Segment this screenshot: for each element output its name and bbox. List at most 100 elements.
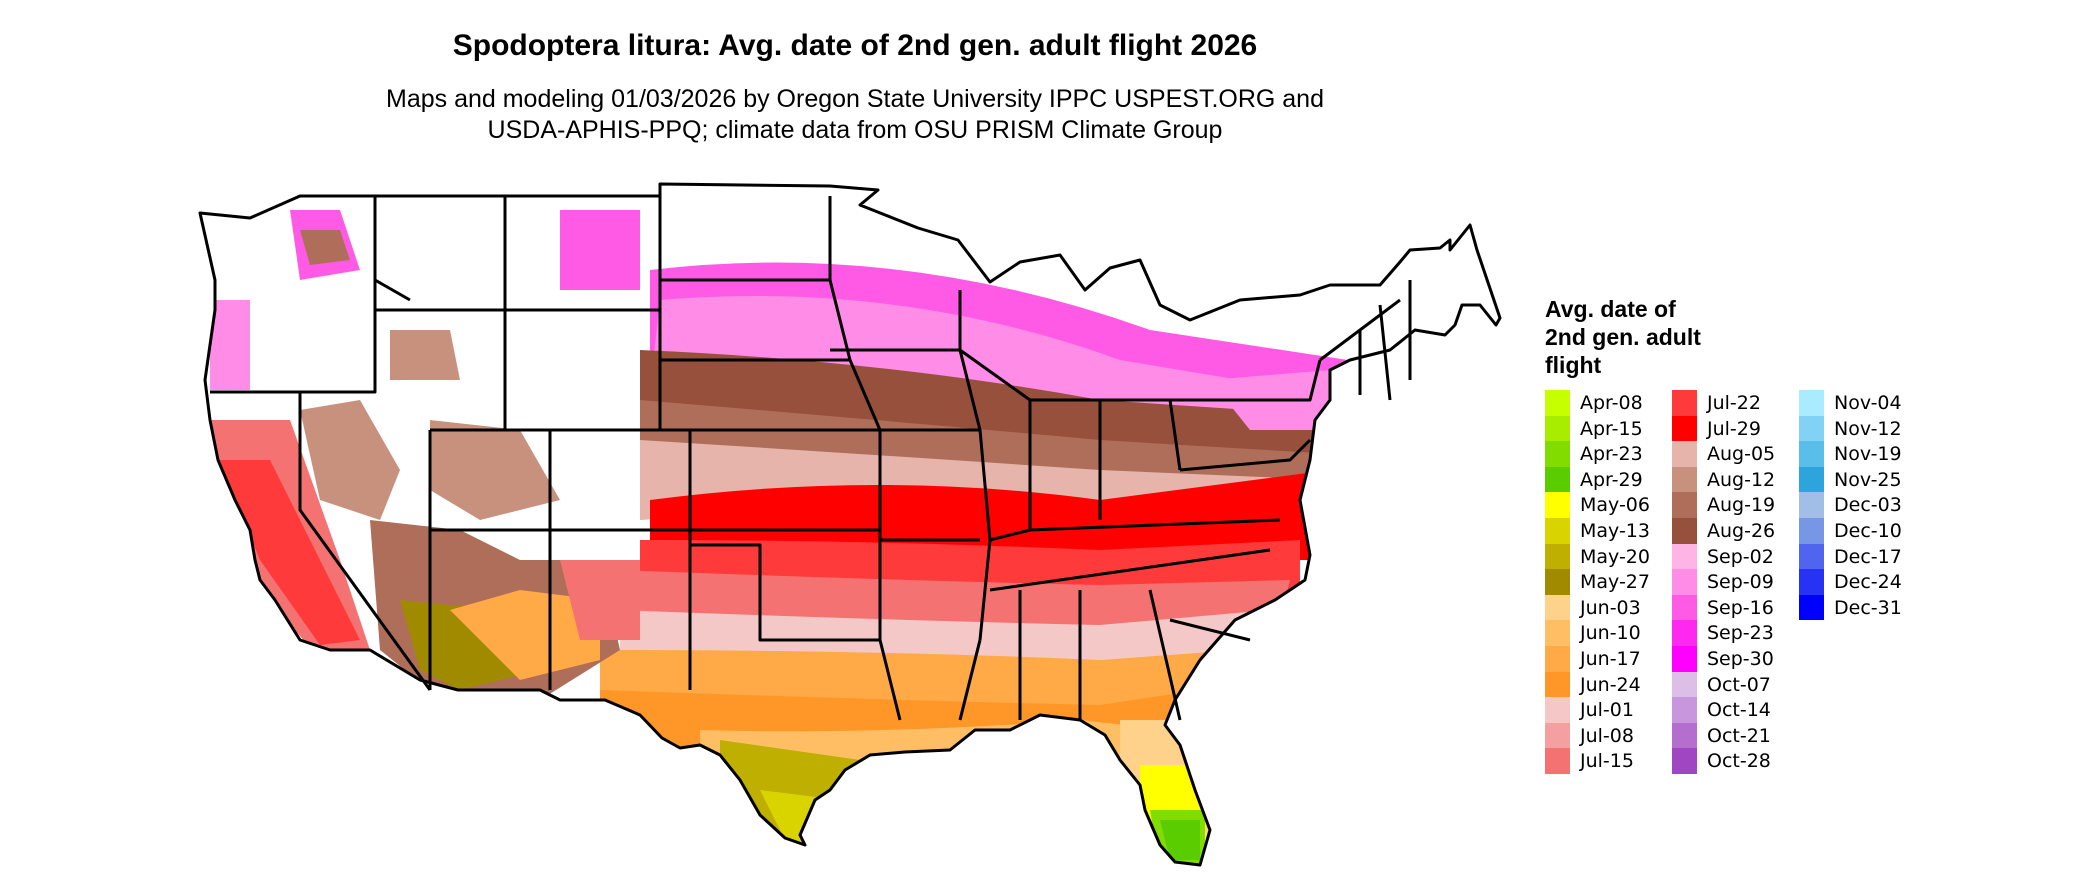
legend-swatch [1545,697,1570,723]
map-color-bands [200,184,1500,865]
legend-swatch [1545,543,1570,570]
legend-columns: Apr-08 Apr-15 Apr-23 Apr-29 May-06 May-13 May-… [1545,390,2100,790]
legend-item: Nov-12 [1799,415,1929,442]
legend-title: Avg. date of 2nd gen. adult flight [1545,295,1805,379]
legend-item: Sep-23 [1672,620,1802,646]
legend-label: May-20 [1580,545,1650,568]
legend-label: Oct-28 [1707,750,1771,773]
legend-label: Oct-14 [1707,699,1771,722]
legend-label: Aug-12 [1707,468,1776,491]
legend-label: Nov-25 [1834,468,1902,491]
legend-item: Apr-15 [1545,415,1675,442]
legend-label: Oct-07 [1707,673,1771,696]
legend-item: Nov-04 [1799,390,1929,416]
legend-swatch [1672,492,1697,518]
legend-label: Sep-09 [1707,571,1774,594]
legend-swatch [1545,620,1570,646]
legend-swatch [1545,671,1570,698]
legend-item: Dec-10 [1799,518,1929,544]
legend-item: Aug-19 [1672,492,1802,518]
legend-item: Oct-14 [1672,697,1802,723]
legend-swatch [1672,518,1697,544]
legend-swatch [1799,390,1824,416]
legend-label: Nov-04 [1834,392,1902,414]
legend-swatch [1545,646,1570,672]
legend-swatch [1545,415,1570,442]
legend-label: Jul-15 [1580,750,1634,773]
legend-swatch [1799,492,1824,518]
legend-swatch [1799,415,1824,442]
legend-swatch [1545,722,1570,749]
legend-item: Sep-30 [1672,646,1802,672]
legend-item: Jun-03 [1545,594,1675,621]
legend-swatch [1672,569,1697,595]
legend-swatch [1672,620,1697,646]
legend-item: Jul-29 [1672,415,1802,442]
legend-swatch [1672,594,1697,621]
legend-swatch [1672,646,1697,672]
map-legend: Avg. date of 2nd gen. adult flight Apr-0… [1545,295,1902,774]
legend-label: Jul-08 [1580,724,1634,747]
legend-item: Jul-22 [1672,390,1802,416]
legend-item: May-06 [1545,492,1675,518]
legend-swatch [1545,441,1570,467]
legend-title-line-2: 2nd gen. adult [1545,324,1701,350]
legend-item: Aug-26 [1672,518,1802,544]
legend-label: Jun-17 [1580,648,1641,670]
legend-label: Apr-29 [1580,468,1643,491]
legend-label: May-27 [1580,571,1650,594]
legend-label: Apr-15 [1580,417,1643,440]
legend-item: Aug-12 [1672,466,1802,493]
legend-item: Aug-05 [1672,441,1802,467]
legend-swatch [1672,441,1697,467]
legend-item: Oct-28 [1672,748,1802,774]
legend-swatch [1672,543,1697,570]
legend-label: Dec-31 [1834,596,1902,619]
legend-item: May-13 [1545,518,1675,544]
subtitle-line-1: Maps and modeling 01/03/2026 by Oregon S… [386,85,1324,113]
legend-swatch [1545,569,1570,595]
legend-label: Jul-22 [1707,392,1761,414]
map-title: Spodoptera litura: Avg. date of 2nd gen.… [452,29,1258,62]
legend-swatch [1799,518,1824,544]
legend-label: Aug-26 [1707,520,1776,542]
legend-swatch [1799,543,1824,570]
legend-swatch [1545,390,1570,416]
legend-label: Jun-10 [1580,622,1641,645]
legend-item: Oct-07 [1672,671,1802,698]
legend-item: Apr-08 [1545,390,1675,416]
legend-label: Nov-19 [1834,443,1902,466]
legend-label: Dec-10 [1834,520,1902,542]
legend-label: Sep-16 [1707,596,1774,619]
legend-label: Dec-03 [1834,494,1902,517]
legend-label: Dec-24 [1834,571,1902,594]
legend-swatch [1545,518,1570,544]
legend-item: Sep-02 [1672,543,1802,570]
legend-item: Nov-25 [1799,466,1929,493]
legend-swatch [1799,466,1824,493]
legend-label: Aug-05 [1707,443,1776,466]
legend-item: Jun-17 [1545,646,1675,672]
legend-swatch [1545,594,1570,621]
legend-item: Jun-24 [1545,671,1675,698]
legend-item: Sep-16 [1672,594,1802,621]
legend-label: Jun-03 [1580,596,1641,619]
legend-item: Oct-21 [1672,722,1802,749]
legend-swatch [1545,466,1570,493]
legend-swatch [1672,671,1697,698]
legend-item: Apr-29 [1545,466,1675,493]
legend-label: Sep-30 [1707,648,1774,670]
legend-label: Jun-24 [1580,673,1641,696]
legend-item: Jun-10 [1545,620,1675,646]
legend-item: Jul-08 [1545,722,1675,749]
legend-swatch [1672,466,1697,493]
subtitle-line-2: USDA-APHIS-PPQ; climate data from OSU PR… [487,116,1223,144]
legend-label: May-06 [1580,494,1650,517]
legend-swatch [1672,697,1697,723]
legend-item: Dec-31 [1799,594,1929,621]
legend-title-line-1: Avg. date of [1545,296,1676,322]
map-subtitle: Maps and modeling 01/03/2026 by Oregon S… [0,84,1710,146]
legend-swatch [1672,722,1697,749]
legend-item: Dec-03 [1799,492,1929,518]
legend-swatch [1545,492,1570,518]
